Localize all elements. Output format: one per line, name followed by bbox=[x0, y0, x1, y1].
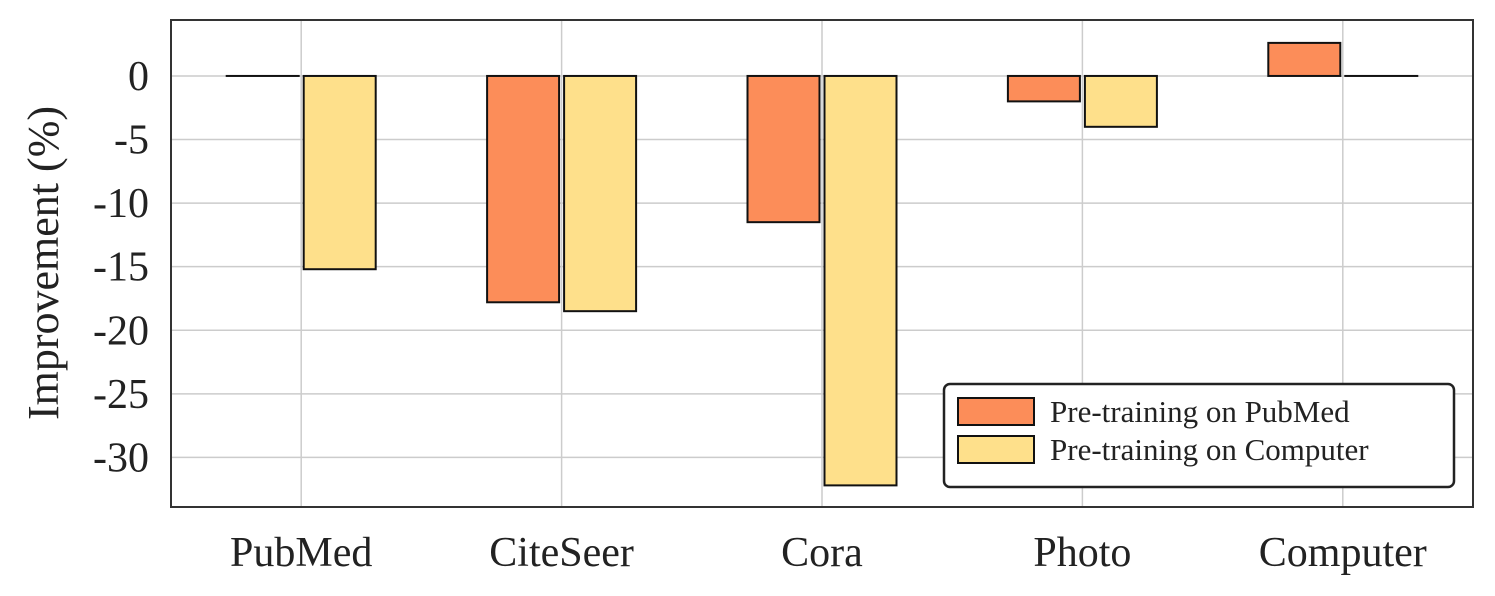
bar-pubmed-pretrain-photo bbox=[1006, 74, 1081, 103]
legend-label-pubmed: Pre-training on PubMed bbox=[1050, 394, 1350, 429]
y-tick-label: -15 bbox=[93, 245, 149, 291]
x-tick-label-pubmed: PubMed bbox=[230, 530, 372, 576]
x-tick-label-computer: Computer bbox=[1259, 530, 1427, 576]
x-tick-label-photo: Photo bbox=[1033, 530, 1131, 576]
x-tick-label-cora: Cora bbox=[781, 530, 863, 576]
y-tick-label: -5 bbox=[114, 118, 149, 164]
x-tick-label-citeseer: CiteSeer bbox=[489, 530, 634, 576]
grid-lines bbox=[171, 20, 1473, 507]
bar-computer-pretrain-pubmed bbox=[302, 74, 377, 271]
bar-computer-pretrain-cora bbox=[823, 74, 898, 487]
y-tick-label: -20 bbox=[93, 308, 149, 354]
y-tick-label: 0 bbox=[128, 54, 149, 100]
plot-frame bbox=[170, 19, 1474, 508]
legend-box bbox=[942, 382, 1456, 489]
bar-computer-pretrain-photo bbox=[1083, 74, 1158, 128]
y-tick-labels: 0 -5 -10 -15 -20 -25 -30 bbox=[93, 54, 149, 481]
legend-swatch-computer bbox=[957, 435, 1035, 464]
bar-pubmed-pretrain-citeseer bbox=[486, 74, 561, 304]
bar-pubmed-pretrain-cora bbox=[746, 74, 821, 224]
y-axis-title: Improvement (%) bbox=[19, 106, 68, 420]
y-tick-label: -30 bbox=[93, 435, 149, 481]
y-tick-label: -25 bbox=[93, 372, 149, 418]
bar-computer-pretrain-citeseer bbox=[563, 74, 638, 313]
bars bbox=[225, 41, 1419, 487]
y-tick-label: -10 bbox=[93, 181, 149, 227]
x-tick-labels: PubMed CiteSeer Cora Photo Computer bbox=[230, 530, 1427, 576]
legend-label-computer: Pre-training on Computer bbox=[1050, 432, 1369, 467]
bar-pubmed-pretrain-computer bbox=[1267, 41, 1342, 77]
legend-swatch-pubmed bbox=[957, 397, 1035, 426]
